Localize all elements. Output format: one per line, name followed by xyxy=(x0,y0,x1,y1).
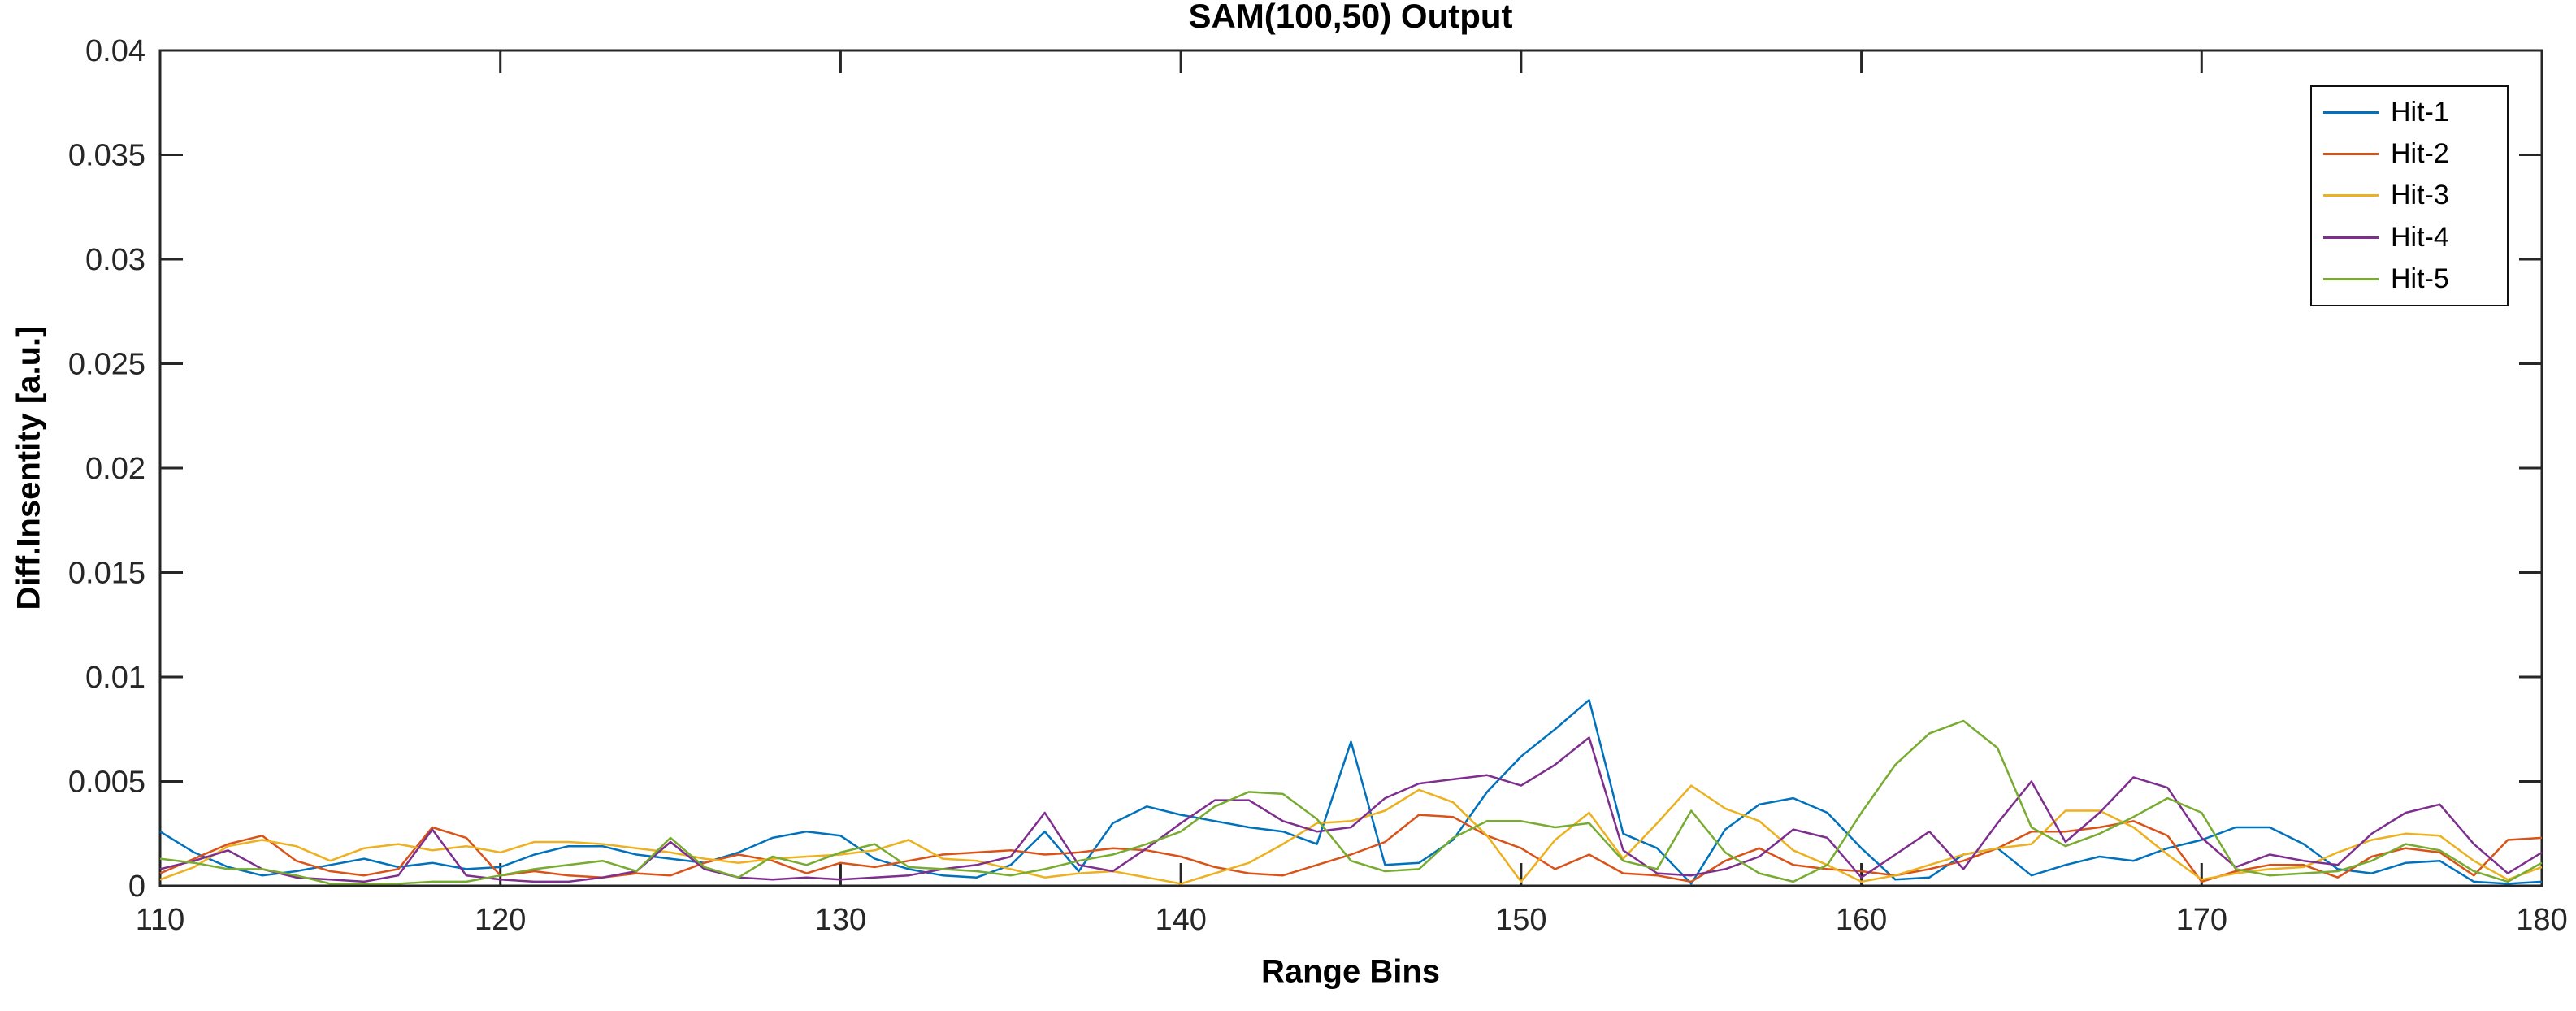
y-tick-label: 0.005 xyxy=(68,766,145,800)
y-tick-label: 0.015 xyxy=(68,557,145,591)
legend-label: Hit-1 xyxy=(2391,97,2449,128)
x-tick-label: 150 xyxy=(1495,903,1546,937)
y-axis-label: Diff.Insentity [a.u.] xyxy=(11,326,47,610)
x-tick-label: 160 xyxy=(1836,903,1887,937)
y-tick-label: 0.04 xyxy=(85,34,145,68)
series-line-hit-5 xyxy=(159,719,2543,885)
x-tick-label: 170 xyxy=(2176,903,2227,937)
axes-box xyxy=(158,49,2543,887)
series-line-hit-3 xyxy=(159,784,2543,885)
y-tick-label: 0.025 xyxy=(68,348,145,382)
legend-item-hit-2: Hit-2 xyxy=(2323,138,2507,170)
x-tick-label: 180 xyxy=(2516,903,2567,937)
y-tick-label: 0.01 xyxy=(85,661,145,695)
x-tick-label: 120 xyxy=(475,903,526,937)
chart-title: SAM(100,50) Output xyxy=(1188,0,1513,35)
y-tick-label: 0.035 xyxy=(68,139,145,173)
legend-item-hit-1: Hit-1 xyxy=(2323,97,2507,128)
legend-item-hit-5: Hit-5 xyxy=(2323,263,2507,295)
legend-label: Hit-2 xyxy=(2391,138,2449,170)
legend: Hit-1 Hit-2 Hit-3 Hit-4 Hit-5 xyxy=(2310,85,2509,306)
legend-label: Hit-4 xyxy=(2391,221,2449,253)
x-tick-label: 110 xyxy=(136,903,185,937)
x-axis-label: Range Bins xyxy=(1260,953,1441,990)
legend-label: Hit-3 xyxy=(2391,180,2449,211)
series-line-hit-2 xyxy=(159,814,2543,883)
legend-line-sample xyxy=(2323,194,2379,197)
legend-line-sample xyxy=(2323,153,2379,156)
x-tick-label: 130 xyxy=(815,903,866,937)
y-tick-label: 0 xyxy=(128,870,145,904)
legend-label: Hit-5 xyxy=(2391,263,2449,294)
y-tick-label: 0.02 xyxy=(85,452,145,486)
x-tick-label: 140 xyxy=(1155,903,1206,937)
legend-item-hit-4: Hit-4 xyxy=(2323,222,2507,254)
legend-item-hit-3: Hit-3 xyxy=(2323,180,2507,211)
y-tick-label: 0.03 xyxy=(85,243,145,277)
legend-line-sample xyxy=(2323,277,2379,280)
legend-line-sample xyxy=(2323,111,2379,115)
legend-line-sample xyxy=(2323,236,2379,239)
series-line-hit-4 xyxy=(159,736,2543,883)
series-line-hit-1 xyxy=(159,699,2543,885)
